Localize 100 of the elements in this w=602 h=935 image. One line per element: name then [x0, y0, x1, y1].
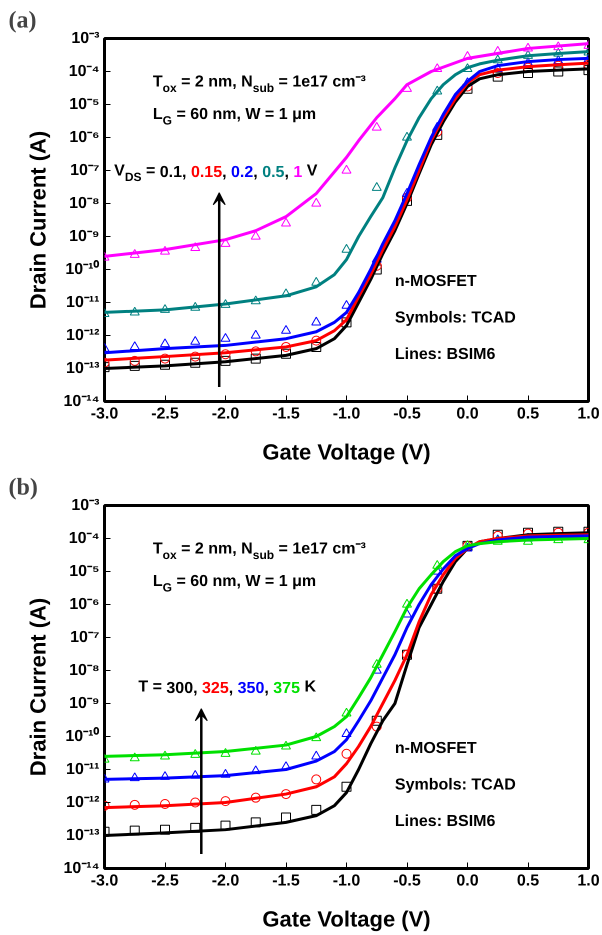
point — [160, 771, 170, 780]
x-tick-label: -1.0 — [332, 872, 360, 890]
y-tick-label: 10⁻¹⁰ — [65, 260, 100, 278]
point — [342, 164, 352, 174]
point — [372, 716, 382, 726]
y-tick-label: 10⁻⁸ — [69, 195, 100, 212]
point — [342, 300, 352, 309]
point — [372, 122, 382, 131]
point — [462, 63, 472, 72]
point — [432, 560, 442, 569]
y-tick-label: 10⁻¹² — [66, 327, 100, 344]
y-tick-label: 10⁻¹³ — [66, 360, 100, 377]
point — [190, 242, 200, 252]
x-tick-label: 0.0 — [456, 872, 479, 890]
point — [250, 346, 261, 356]
point — [250, 817, 261, 828]
point — [190, 770, 200, 779]
point — [311, 732, 322, 742]
point — [402, 83, 412, 92]
point — [281, 288, 291, 298]
x-axis-title: Gate Voltage (V) — [262, 906, 431, 932]
point — [311, 804, 322, 815]
annotation: n-MOSFET — [394, 740, 477, 758]
point — [250, 792, 261, 803]
point — [492, 54, 503, 64]
y-tick-label: 10⁻⁶ — [69, 596, 100, 613]
x-tick-label: -3.0 — [90, 872, 118, 890]
point — [130, 341, 140, 350]
point — [250, 354, 261, 364]
point — [523, 68, 533, 78]
point — [220, 768, 230, 778]
x-tick-label: -0.5 — [393, 872, 421, 890]
chart-title: (a) — [8, 8, 36, 34]
point — [130, 752, 140, 762]
y-tick-label: 10⁻¹² — [66, 794, 100, 811]
point — [492, 72, 503, 82]
y-tick-label: 10⁻⁸ — [69, 662, 100, 679]
x-tick-label: -2.5 — [151, 406, 179, 422]
point — [311, 276, 322, 286]
point — [250, 765, 261, 774]
point — [432, 86, 442, 94]
point — [311, 750, 322, 760]
point — [160, 824, 170, 835]
point — [130, 800, 140, 810]
x-tick-label: -1.5 — [272, 872, 300, 890]
point — [281, 812, 291, 823]
point — [281, 342, 291, 352]
point — [342, 708, 352, 717]
y-axis-title: Drain Current (A) — [25, 598, 50, 776]
point — [220, 299, 230, 308]
point — [220, 748, 230, 757]
point — [190, 352, 200, 362]
x-tick-label: 1.0 — [577, 872, 600, 890]
point — [220, 333, 230, 342]
point — [402, 132, 412, 141]
point — [190, 749, 200, 758]
point — [342, 317, 352, 328]
point — [250, 295, 261, 304]
point — [250, 746, 261, 755]
annotation: Lines: BSIM6 — [394, 812, 496, 830]
point — [220, 820, 230, 831]
point — [372, 182, 382, 191]
point — [281, 324, 291, 334]
x-tick-label: -2.0 — [212, 406, 240, 422]
point — [281, 740, 291, 750]
y-axis-title: Drain Current (A) — [25, 130, 50, 310]
point — [311, 342, 322, 352]
point — [190, 302, 200, 311]
point — [220, 796, 230, 806]
point — [130, 826, 140, 836]
point — [190, 336, 200, 345]
x-tick-label: -3.0 — [90, 406, 118, 422]
point — [342, 244, 352, 253]
y-tick-label: 10⁻⁵ — [69, 563, 100, 580]
text: T = 300, 325, 350, 375 K — [138, 678, 316, 697]
point — [523, 42, 533, 52]
point — [250, 330, 261, 339]
y-tick-label: 10⁻¹¹ — [66, 294, 100, 311]
point — [311, 774, 322, 784]
y-tick-label: 10⁻³ — [71, 30, 100, 47]
annotation: n-MOSFET — [394, 273, 477, 290]
point — [160, 246, 170, 255]
point — [160, 750, 170, 760]
x-tick-label: 1.0 — [577, 406, 600, 422]
point — [432, 63, 442, 72]
point — [130, 360, 140, 371]
y-tick-label: 10⁻⁷ — [70, 629, 100, 646]
point — [553, 41, 564, 50]
point — [553, 66, 564, 76]
y-tick-label: 10⁻⁵ — [69, 96, 100, 113]
point — [190, 822, 200, 833]
point — [160, 360, 170, 370]
point — [311, 316, 322, 326]
x-tick-label: 0.5 — [516, 872, 540, 890]
x-tick-label: -2.0 — [212, 872, 240, 890]
point — [160, 799, 170, 809]
point — [342, 728, 352, 737]
annotation: Symbols: TCAD — [394, 776, 516, 794]
x-tick-label: -2.5 — [151, 872, 179, 890]
y-tick-label: 10⁻³ — [71, 497, 100, 514]
